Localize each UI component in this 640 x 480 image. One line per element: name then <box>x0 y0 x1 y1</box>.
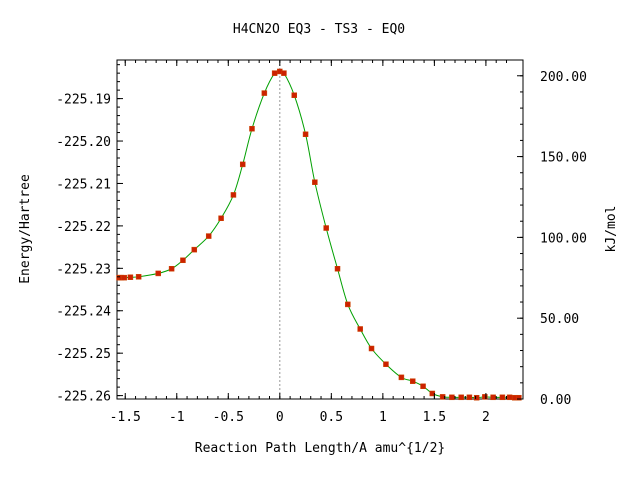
energy-curve-line <box>119 70 519 399</box>
y2-tick-label: 0.00 <box>540 393 571 408</box>
y-axis-left: -225.19 -225.20 -225.21 -225.22 -225.23 -225.… <box>56 64 123 405</box>
data-point <box>127 274 134 280</box>
data-point <box>482 394 488 400</box>
y-axis-right-label: kJ/mol <box>604 206 619 253</box>
data-point <box>218 215 224 222</box>
data-point <box>261 90 268 96</box>
data-point <box>473 394 480 401</box>
data-point <box>398 374 405 381</box>
y-axis-left-label: Energy/Hartree <box>18 174 33 284</box>
data-point <box>383 361 389 367</box>
data-point <box>499 394 506 401</box>
y-tick-label: -225.24 <box>56 305 111 320</box>
data-point <box>506 394 513 401</box>
y-tick-label: -225.21 <box>56 177 111 192</box>
y2-tick-label: 200.00 <box>540 70 587 85</box>
data-point <box>281 70 287 76</box>
x-tick-label: 0.5 <box>320 410 343 425</box>
data-point-markers <box>116 68 522 401</box>
data-point <box>205 233 212 239</box>
data-point <box>271 70 278 76</box>
data-point <box>334 266 341 272</box>
data-point <box>449 394 455 401</box>
y-tick-label: -225.22 <box>56 220 111 235</box>
x-axis-label: Reaction Path Length/A amu^{1/2} <box>195 441 445 456</box>
data-point <box>490 394 496 401</box>
data-point <box>409 378 416 384</box>
x-axis: -1.5 -1 -0.5 0 0.5 1 1.5 2 <box>110 60 508 425</box>
y-tick-label: -225.26 <box>56 390 111 405</box>
y-tick-label: -225.19 <box>56 93 111 108</box>
x-tick-label: 1 <box>379 410 387 425</box>
x-tick-label: -0.5 <box>213 410 244 425</box>
data-point <box>516 394 522 401</box>
y-tick-label: -225.23 <box>56 262 111 277</box>
data-point <box>312 179 318 185</box>
data-point <box>135 274 142 280</box>
data-point <box>168 266 175 272</box>
data-point <box>191 246 198 253</box>
data-point <box>302 131 309 137</box>
y2-tick-label: 50.00 <box>540 312 579 327</box>
y-tick-label: -225.20 <box>56 135 111 150</box>
data-point <box>121 274 127 281</box>
data-point <box>458 394 464 401</box>
x-tick-label: 0 <box>276 410 284 425</box>
x-tick-label: 1.5 <box>423 410 446 425</box>
energy-curve <box>119 70 519 399</box>
chart-title: H4CN2O EQ3 - TS3 - EQ0 <box>233 22 405 37</box>
y-axis-right: 0.00 50.00 100.00 150.00 200.00 <box>517 70 587 408</box>
data-point <box>368 345 375 352</box>
y2-tick-label: 150.00 <box>540 151 587 166</box>
y2-tick-label: 100.00 <box>540 231 587 246</box>
data-point <box>420 383 426 390</box>
plot-frame <box>116 59 524 400</box>
data-point <box>230 192 237 198</box>
x-tick-label: -1.5 <box>110 410 141 425</box>
data-point <box>155 270 161 277</box>
x-tick-label: -1 <box>169 410 185 425</box>
data-point <box>466 394 473 401</box>
x-tick-label: 2 <box>482 410 490 425</box>
data-point <box>323 225 329 231</box>
data-point <box>249 125 255 132</box>
data-point <box>357 326 363 332</box>
y-tick-label: -225.25 <box>56 347 111 362</box>
data-point <box>180 257 186 264</box>
data-point <box>291 92 297 98</box>
data-point <box>345 301 351 308</box>
data-point <box>239 161 246 168</box>
